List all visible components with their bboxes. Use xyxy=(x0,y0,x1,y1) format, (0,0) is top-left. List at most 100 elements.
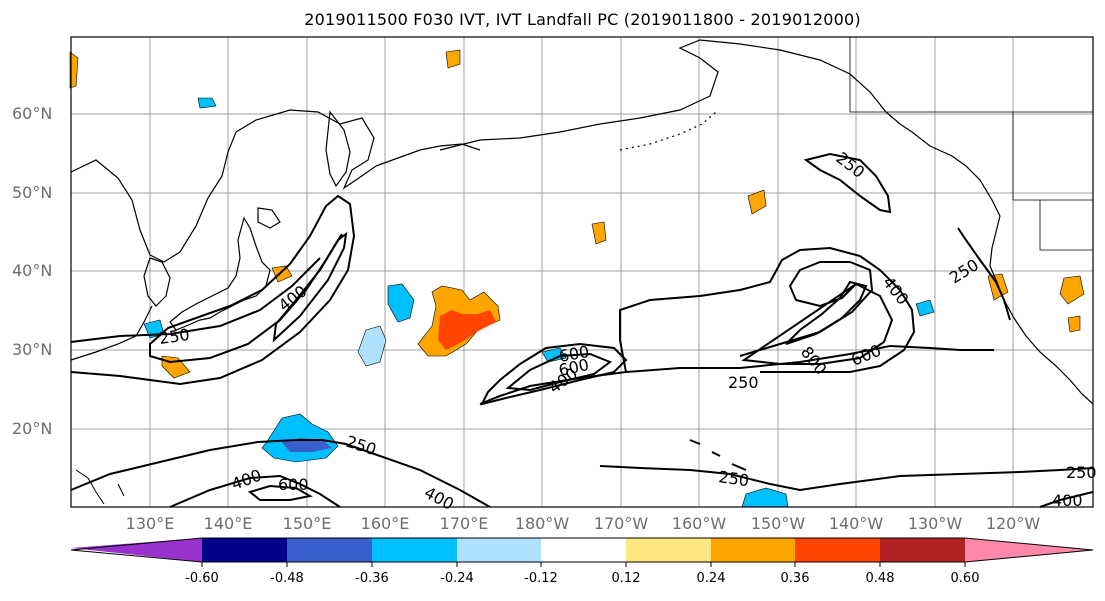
colorbar-tick-label: -0.24 xyxy=(440,571,474,586)
ivt-contours xyxy=(70,152,1094,508)
positive-anomaly-patch xyxy=(445,49,461,69)
ivt-contour-line xyxy=(599,465,1094,492)
colorbar-segment xyxy=(795,538,880,562)
colorbar-tick-label: 0.48 xyxy=(865,571,895,586)
ivt-contour-line xyxy=(70,257,321,343)
ivt-anomaly-fill xyxy=(69,49,1085,508)
colorbar-tick-label: 0.36 xyxy=(780,571,810,586)
alaska-coastline xyxy=(439,39,1001,217)
contour-label: 250 xyxy=(717,467,750,490)
negative-anomaly-patch xyxy=(541,347,567,363)
korea-coastline xyxy=(143,257,171,307)
lat-label: 60°N xyxy=(12,104,53,123)
colorbar-segment xyxy=(71,538,202,562)
negative-anomaly-core xyxy=(282,438,332,452)
ivt-contour-line xyxy=(505,352,613,392)
contour-label: 400 xyxy=(1052,491,1083,510)
colorbar-segment xyxy=(626,538,711,562)
lon-label: 150°E xyxy=(282,514,332,533)
colorbar-tick-label: 0.12 xyxy=(611,571,641,586)
positive-anomaly-patch xyxy=(591,221,607,245)
kamchatka-coastline xyxy=(325,110,351,188)
lat-label: 30°N xyxy=(12,340,53,359)
negative-anomaly-patch xyxy=(357,325,387,367)
north-america-coastline xyxy=(989,215,1094,405)
colorbar-tick-label: -0.60 xyxy=(185,571,219,586)
colorbar-segment xyxy=(202,538,287,562)
colorbar-tick-label: -0.12 xyxy=(524,571,558,586)
lon-label: 120°W xyxy=(985,514,1041,533)
canada-border xyxy=(849,37,1093,251)
lon-label: 160°E xyxy=(360,514,410,533)
aleutian-islands xyxy=(619,111,717,151)
ivt-contour-line xyxy=(480,342,628,406)
colorbar-tick-label: 0.24 xyxy=(696,571,726,586)
ivt-contour-line xyxy=(479,344,994,405)
colorbar xyxy=(70,537,1094,567)
gridlines xyxy=(71,37,1093,507)
lat-label: 40°N xyxy=(12,261,53,280)
contour-label: 250 xyxy=(833,148,869,182)
positive-anomaly-patch xyxy=(161,355,191,379)
lat-label: 20°N xyxy=(12,419,53,438)
map-frame xyxy=(70,36,1094,508)
contour-label: 250 xyxy=(1066,463,1097,482)
positive-anomaly-patch xyxy=(69,51,79,89)
negative-anomaly-patch xyxy=(741,487,789,508)
colorbar-segment xyxy=(965,538,1093,562)
colorbar-segment xyxy=(457,538,541,562)
contour-label: 250 xyxy=(946,255,982,287)
negative-anomaly-patch xyxy=(197,97,217,109)
contour-label: 600 xyxy=(278,475,309,494)
ivt-contour-line xyxy=(272,231,348,343)
colorbar-segment xyxy=(880,538,965,562)
ph-islands xyxy=(75,469,125,505)
lon-label: 170°E xyxy=(439,514,489,533)
contour-label: 400 xyxy=(421,483,457,514)
positive-anomaly-patch xyxy=(271,265,293,283)
colorbar-tick-label: 0.60 xyxy=(950,571,980,586)
ivt-contour-line xyxy=(785,280,868,345)
colorbar-segment xyxy=(711,538,795,562)
coastlines xyxy=(70,37,1094,505)
map-title: 2019011500 F030 IVT, IVT Landfall PC (20… xyxy=(304,10,861,29)
colorbar-segment xyxy=(372,538,457,562)
lon-label: 130°E xyxy=(125,514,175,533)
lat-label: 50°N xyxy=(12,183,53,202)
negative-anomaly-patch xyxy=(915,299,935,317)
ivt-contour-line xyxy=(957,227,1011,321)
lon-label: 160°W xyxy=(671,514,727,533)
asia-coastline xyxy=(70,109,481,263)
ivt-contour-line xyxy=(70,439,491,508)
lon-label: 140°W xyxy=(828,514,884,533)
colorbar-tick-label: -0.48 xyxy=(270,571,304,586)
colorbar-segment xyxy=(287,538,372,562)
ivt-contour-line xyxy=(1039,491,1094,508)
colorbar-segment xyxy=(541,538,626,562)
positive-anomaly-patch xyxy=(1059,275,1085,305)
ivt-contour-line xyxy=(70,194,356,386)
ivt-contour-line xyxy=(169,474,341,508)
negative-anomaly-patch xyxy=(387,283,415,323)
lon-label: 180°W xyxy=(514,514,570,533)
contour-label: 800 xyxy=(797,343,831,379)
contour-label: 250 xyxy=(158,325,191,348)
hawaii-islands xyxy=(689,439,747,471)
china-coastline xyxy=(70,305,153,361)
ivt-contour-line xyxy=(247,484,313,501)
lon-label: 140°E xyxy=(203,514,253,533)
ivt-contour-line xyxy=(619,246,916,373)
ivt-contour-line xyxy=(803,152,892,214)
lon-label: 130°W xyxy=(907,514,963,533)
positive-anomaly-patch xyxy=(1067,315,1081,333)
japan-coastline xyxy=(169,216,271,331)
hokkaido-coastline xyxy=(257,207,281,229)
lon-label: 170°W xyxy=(593,514,649,533)
contour-label: 250 xyxy=(728,373,759,392)
positive-anomaly-core xyxy=(438,310,496,350)
colorbar-tick-label: -0.36 xyxy=(355,571,389,586)
contour-label: 250 xyxy=(344,432,379,460)
positive-anomaly-patch xyxy=(747,189,767,215)
lon-label: 150°W xyxy=(750,514,806,533)
